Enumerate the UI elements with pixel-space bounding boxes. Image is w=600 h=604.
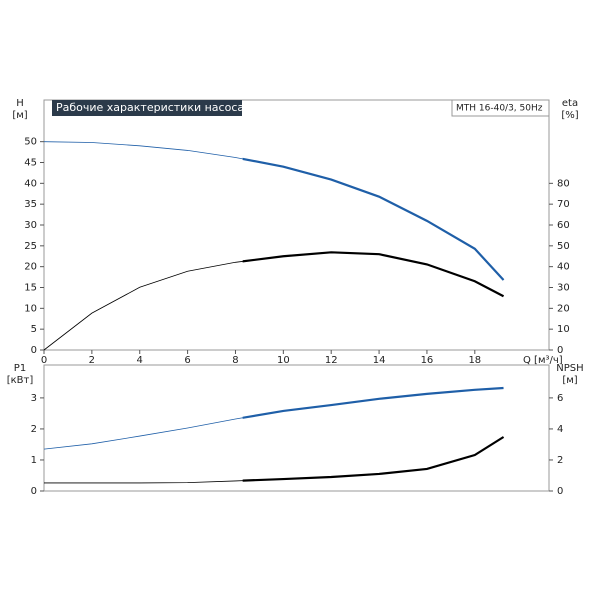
model-label: MTH 16-40/3, 50Hz [456,104,543,114]
y2-label: eta [562,98,578,109]
model-box [451,99,550,117]
y2-tick-label: 50 [557,241,570,252]
y-tick-label: 35 [24,199,37,210]
x-tick-label: 14 [373,355,386,366]
x-tick-label: 4 [137,355,143,366]
y-label: H [16,98,24,109]
x-tick-label: 2 [89,355,95,366]
y2-tick-label: 0 [557,345,563,356]
y-label: P1 [14,363,26,374]
plot-frame [43,364,550,492]
y2-tick-label: 20 [557,303,570,314]
x-label: Q [м³/ч] [523,355,563,366]
x-tick-label: 6 [184,355,190,366]
y2-tick-label: 60 [557,220,570,231]
y-tick-label: 40 [24,178,37,189]
y-unit: [кВт] [7,375,34,386]
chart-title: Рабочие характеристики насоса [56,101,244,114]
x-tick-label: 18 [468,355,481,366]
curve-duty [242,157,505,281]
y-tick-label: 25 [24,241,37,252]
y-tick-label: 1 [31,455,37,466]
y-tick-label: 10 [24,303,37,314]
y2-tick-label: 40 [557,262,570,273]
curve-duty [242,436,505,482]
y-tick-label: 50 [24,137,37,148]
curve-duty [242,386,504,419]
y-tick-label: 5 [31,324,37,335]
y2-tick-label: 70 [557,199,570,210]
y-tick-label: 30 [24,220,37,231]
x-tick-label: 0 [41,355,47,366]
y2-tick-label: 4 [557,424,563,435]
y2-tick-label: 0 [557,486,563,497]
y-tick-label: 0 [31,345,37,356]
y2-unit: [%] [561,110,578,121]
y2-unit: [м] [562,375,577,386]
y2-tick-label: 30 [557,283,570,294]
y-tick-label: 0 [31,486,37,497]
x-tick-label: 16 [421,355,434,366]
y2-tick-label: 80 [557,178,570,189]
y2-label: NPSH [556,363,583,374]
y2-tick-label: 6 [557,393,563,404]
y2-tick-label: 2 [557,455,563,466]
y-tick-label: 2 [31,424,37,435]
title-box [52,100,242,116]
y-tick-label: 45 [24,158,37,169]
x-tick-label: 8 [232,355,238,366]
y-tick-label: 20 [24,262,37,273]
x-tick-label: 12 [325,355,338,366]
y-tick-label: 3 [31,393,37,404]
y-tick-label: 15 [24,283,37,294]
y-unit: [м] [12,110,27,121]
y2-tick-label: 10 [557,324,570,335]
x-tick-label: 10 [277,355,290,366]
curve-duty [242,251,505,298]
